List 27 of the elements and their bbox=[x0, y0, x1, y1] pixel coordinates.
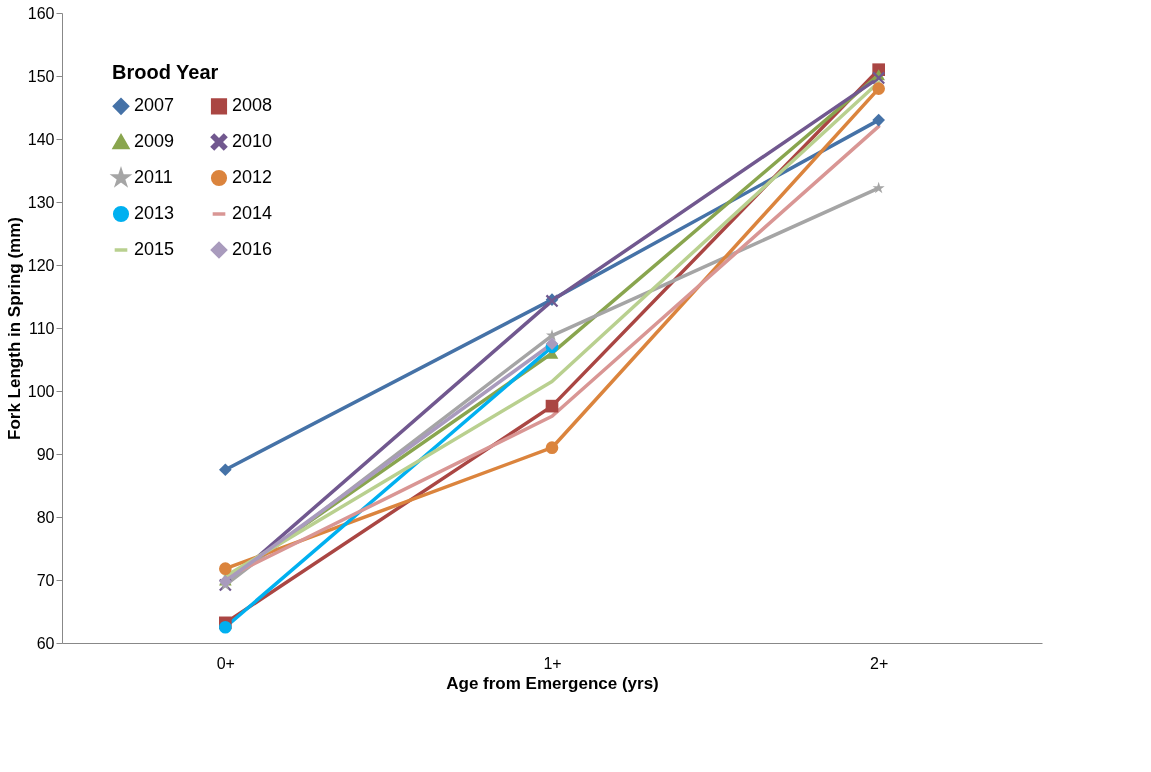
x-tick-label: 2+ bbox=[870, 654, 889, 672]
x-tick-label: 0+ bbox=[216, 654, 235, 672]
x-tick-label: 1+ bbox=[543, 654, 562, 672]
y-axis-title: Fork Length in Spring (mm) bbox=[4, 217, 24, 440]
y-tick-label: 70 bbox=[36, 571, 55, 589]
legend-label: 2010 bbox=[232, 131, 273, 151]
legend-label: 2008 bbox=[232, 95, 273, 116]
y-tick-label: 120 bbox=[27, 256, 55, 274]
y-tick-label: 150 bbox=[27, 67, 55, 85]
legend-label: 2009 bbox=[134, 131, 175, 151]
y-tick-label: 110 bbox=[28, 319, 55, 337]
y-tick-label: 60 bbox=[36, 634, 55, 652]
legend-label: 2012 bbox=[232, 167, 273, 187]
y-tick-label: 130 bbox=[27, 193, 55, 211]
x-axis-title: Age from Emergence (yrs) bbox=[446, 673, 659, 693]
legend-label: 2015 bbox=[134, 239, 175, 259]
legend-label: 2013 bbox=[134, 203, 175, 223]
legend-title: Brood Year bbox=[112, 61, 219, 83]
legend-label: 2016 bbox=[232, 239, 273, 259]
legend-label: 2014 bbox=[232, 203, 273, 223]
y-tick-label: 90 bbox=[36, 445, 55, 463]
y-tick-label: 160 bbox=[27, 4, 55, 22]
y-tick-label: 100 bbox=[27, 382, 55, 400]
y-tick-label: 80 bbox=[36, 508, 55, 526]
y-tick-label: 140 bbox=[27, 130, 55, 148]
legend-label: 2011 bbox=[134, 167, 173, 187]
legend-label: 2007 bbox=[134, 95, 175, 116]
